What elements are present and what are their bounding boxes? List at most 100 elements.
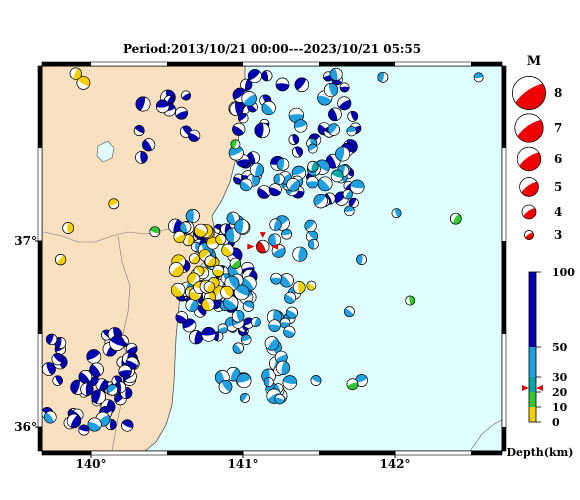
- frame-bar-segment: [167, 62, 243, 66]
- focal-mechanism: [346, 378, 359, 391]
- magnitude-legend-symbol: [524, 230, 534, 240]
- longitude-label: 141°: [227, 457, 258, 471]
- period-title: Period:2013/10/21 00:00---2023/10/21 05:…: [123, 42, 421, 56]
- focal-mechanism: [175, 106, 188, 120]
- frame-bar-segment: [38, 427, 42, 451]
- magnitude-legend-symbol: [519, 177, 539, 197]
- focal-mechanism: [241, 91, 257, 107]
- focal-mechanism: [217, 323, 228, 334]
- focal-mechanism: [327, 123, 340, 136]
- magnitude-legend-item: 6: [516, 146, 562, 172]
- focal-mechanism: [242, 300, 255, 312]
- focal-mechanism: [201, 298, 215, 312]
- focal-mechanism: [276, 158, 290, 171]
- focal-mechanism: [356, 254, 367, 265]
- focal-mechanism: [234, 219, 250, 235]
- magnitude-legend-label: 3: [554, 228, 562, 242]
- focal-mechanism: [78, 424, 90, 436]
- focal-mechanism: [329, 67, 343, 81]
- focal-mechanism: [149, 226, 161, 238]
- focal-mechanism: [62, 222, 75, 234]
- focal-mechanism: [269, 218, 282, 231]
- magnitude-legend-label: 6: [554, 152, 562, 166]
- depth-tick-label: 50: [552, 341, 568, 354]
- lake: [96, 140, 115, 163]
- frame-bar-segment: [471, 451, 502, 455]
- magnitude-legend-label: 5: [554, 180, 562, 194]
- focal-mechanism: [204, 255, 217, 268]
- focal-mechanism: [292, 281, 306, 294]
- focal-mechanism: [283, 325, 296, 338]
- focal-mechanism: [247, 69, 262, 84]
- magnitude-legend-label: 8: [554, 86, 562, 100]
- focal-mechanism: [89, 362, 104, 377]
- focal-mechanism: [306, 176, 319, 189]
- focal-mechanism: [76, 76, 91, 90]
- focal-mechanism: [45, 333, 58, 346]
- focal-mechanism: [270, 272, 282, 285]
- focal-mechanism: [229, 257, 242, 269]
- focal-mechanism: [344, 205, 355, 217]
- focal-mechanism: [279, 273, 294, 288]
- focal-mechanism: [286, 178, 300, 192]
- focal-mechanism: [405, 295, 416, 306]
- magnitude-legend-item: 8: [512, 76, 562, 110]
- focal-mechanism: [239, 178, 253, 192]
- focal-mechanism: [133, 125, 145, 137]
- focal-mechanism: [254, 122, 270, 139]
- magnitude-legend-symbol: [516, 146, 542, 172]
- magnitude-legend-item: 7: [514, 113, 562, 143]
- depth-band: [529, 392, 536, 407]
- focal-mechanism: [203, 281, 216, 293]
- focal-mechanism: [240, 78, 253, 91]
- focal-mechanism: [274, 393, 285, 405]
- focal-mechanism: [135, 96, 151, 112]
- frame-bar-segment: [38, 66, 42, 148]
- depth-scale-title: Depth(km): [507, 446, 574, 459]
- focal-mechanism: [264, 336, 280, 351]
- focal-mechanism: [337, 96, 352, 111]
- focal-mechanism: [91, 389, 106, 405]
- focal-mechanism: [135, 151, 148, 164]
- focal-mechanism: [307, 143, 318, 154]
- focal-mechanism: [221, 243, 235, 257]
- frame-bar: [41, 61, 503, 67]
- focal-mechanism: [328, 107, 342, 122]
- focal-mechanism: [80, 382, 94, 396]
- focal-mechanism: [225, 227, 241, 243]
- magnitude-legend-label: 7: [554, 121, 562, 135]
- focal-mechanism: [348, 197, 359, 208]
- focal-mechanism: [268, 233, 282, 247]
- magnitude-legend-item: 5: [519, 177, 562, 197]
- focal-mechanism: [349, 179, 365, 195]
- magnitude-legend-item: 3: [524, 228, 562, 242]
- focal-mechanism: [308, 238, 319, 250]
- focal-mechanism: [306, 280, 317, 291]
- magnitude-legend-item: 4: [521, 204, 562, 220]
- frame-bar-segment: [319, 62, 395, 66]
- depth-band: [529, 272, 536, 347]
- focal-mechanism: [175, 311, 188, 324]
- focal-mechanism: [285, 306, 298, 319]
- focal-mechanism: [355, 374, 368, 387]
- focal-mechanism: [194, 223, 208, 238]
- focal-mechanism: [257, 185, 271, 199]
- frame-bar-segment: [502, 241, 506, 334]
- focal-mechanism: [291, 146, 303, 158]
- depth-band: [529, 407, 536, 422]
- focal-mechanism: [240, 334, 252, 345]
- focal-mechanism: [236, 373, 252, 389]
- focal-mechanism: [238, 112, 249, 124]
- focal-mechanism: [250, 317, 261, 328]
- focal-mechanism: [275, 77, 290, 92]
- focal-mechanism: [239, 392, 250, 403]
- focal-mechanism: [106, 384, 119, 396]
- depth-tick-label: 100: [552, 266, 575, 279]
- focal-mechanism: [212, 265, 225, 277]
- focal-mechanism: [473, 72, 484, 83]
- frame-bar-segment: [167, 451, 243, 455]
- focal-mechanism: [342, 189, 353, 200]
- depth-highlight-markers: [522, 385, 543, 391]
